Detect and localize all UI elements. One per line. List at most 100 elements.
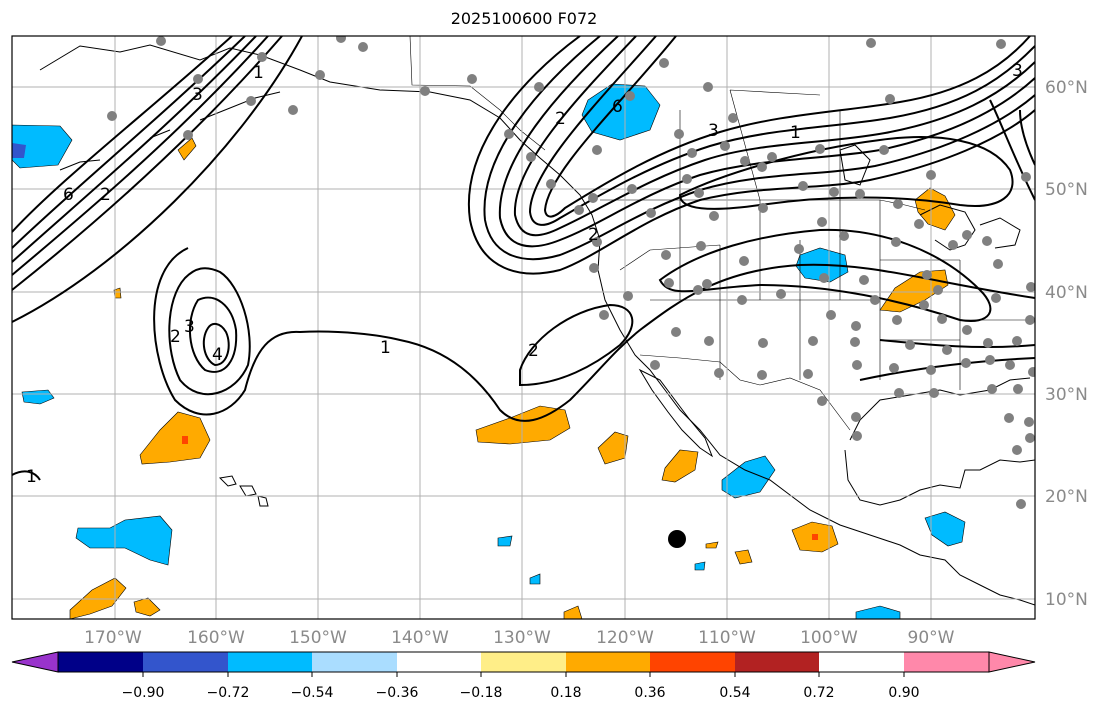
shade-orange-hawaii: [139, 411, 211, 465]
colorbar-bin: [735, 652, 819, 672]
contour-low-2: [188, 296, 238, 373]
colorbar-tick-label: −0.18: [460, 685, 503, 701]
latitude-labels: 60°N 50°N 40°N 30°N 20°N 10°N: [1045, 78, 1088, 610]
lat-label: 60°N: [1045, 78, 1088, 98]
map-title: 2025100600 F072: [450, 9, 598, 28]
contour-label: 2: [528, 341, 539, 361]
contour-sw-small: [12, 470, 41, 481]
contour-label: 3: [708, 121, 719, 141]
shade-cyan-mexico: [721, 455, 776, 499]
contour-east-2: [859, 357, 1035, 381]
contour-east-1: [879, 339, 1035, 349]
colorbar-tick-label: 0.18: [550, 685, 581, 701]
gulf-mexico-coast: [844, 377, 1035, 506]
contour-label: 3: [184, 317, 195, 337]
contour-nw-1: [12, 36, 233, 233]
contour-label: 6: [612, 97, 623, 117]
colorbar-tick-label: −0.54: [291, 685, 334, 701]
lon-label: 150°W: [289, 628, 347, 648]
contour-nw-5: [12, 36, 283, 291]
colorbar-tick-label: 0.90: [888, 685, 919, 701]
colorbar-bin: [566, 652, 650, 672]
contour-label-group: 1 1 1 1 2 2 2 2 2 3 3 3 3 4 6 6: [26, 61, 1023, 487]
colorbar-tick-label: 0.36: [634, 685, 665, 701]
contour-low-3: [202, 322, 230, 367]
shade-blue-nw: [12, 143, 26, 158]
contour-jet-5: [528, 36, 1035, 226]
colorbar-bin: [143, 652, 228, 672]
lon-label: 110°W: [698, 628, 756, 648]
shade-orange-s-3: [705, 541, 719, 549]
contour-low-1: [168, 267, 251, 396]
shade-cyan-small-3: [694, 561, 706, 571]
shade-cyan-central-america: [924, 511, 966, 547]
colorbar-tick-label: 0.54: [719, 685, 750, 701]
contour-ne-2: [1019, 109, 1035, 166]
state-lines: [619, 200, 1035, 390]
alaska-coast: [39, 44, 1035, 606]
colorbar-tick-label: −0.90: [122, 685, 165, 701]
contour-nw-4: [12, 36, 269, 276]
colorbar: −0.90 −0.72 −0.54 −0.36 −0.18 0.18 0.36 0.54 0.7…: [11, 651, 1036, 701]
great-lakes: [919, 204, 1021, 251]
colorbar-bin: [904, 652, 989, 672]
shade-red-hawaii: [182, 436, 188, 444]
shade-orange-baja: [597, 431, 629, 465]
contour-label: 2: [100, 185, 111, 205]
shade-cyan-pacific-sw: [75, 515, 173, 566]
contour-label: 2: [170, 327, 181, 347]
lon-label: 100°W: [800, 628, 858, 648]
contour-label: 3: [1012, 61, 1023, 81]
contour-nw-2: [12, 36, 246, 249]
province-lines: [679, 89, 841, 201]
contour-low-outer: [153, 247, 1035, 422]
colorbar-bin: [650, 652, 735, 672]
colorbar-outline: [11, 651, 1036, 673]
colorbar-tick-label: −0.36: [376, 685, 419, 701]
colorbar-extend-high: [989, 652, 1035, 672]
canada-us-border: [600, 199, 926, 211]
contour-nw-6: [12, 36, 303, 323]
contour-jet-3: [498, 36, 1035, 248]
colorbar-tick-label: −0.72: [207, 685, 250, 701]
contour-label: 6: [63, 185, 74, 205]
colorbar-bin: [312, 652, 397, 672]
shade-cyan-s: [855, 605, 901, 619]
colorbar-bin: [397, 652, 481, 672]
lon-label: 120°W: [596, 628, 654, 648]
featured-station-marker[interactable]: [668, 530, 686, 548]
us-mexico-border: [639, 354, 851, 431]
lat-lon-grid: [12, 36, 1035, 619]
station-markers: [107, 36, 1035, 509]
contour-jet-4: [513, 36, 1035, 237]
contour-label: 1: [253, 63, 264, 83]
colorbar-tick-label: 0.72: [803, 685, 834, 701]
colorbar-bin: [228, 652, 312, 672]
map-frame: [11, 35, 1036, 620]
contour-label: 2: [588, 225, 599, 245]
contour-label: 1: [790, 123, 801, 143]
lon-label: 140°W: [391, 628, 449, 648]
contour-pac-loop: [519, 303, 634, 387]
political-borders: [409, 36, 1035, 431]
hawaii-islands: [218, 475, 269, 507]
shade-cyan-small-1: [497, 535, 513, 547]
lat-label: 20°N: [1045, 487, 1088, 507]
longitude-labels: 170°W 160°W 150°W 140°W 130°W 120°W 110°…: [84, 628, 955, 648]
contour-label: 1: [26, 467, 37, 487]
hudson-bay-coast: [839, 144, 871, 186]
lon-label: 90°W: [908, 628, 955, 648]
shade-orange-s-1: [563, 605, 583, 619]
contour-ne-1: [989, 99, 1035, 201]
lon-label: 170°W: [84, 628, 142, 648]
colorbar-extend-low: [12, 652, 58, 672]
lon-label: 160°W: [187, 628, 245, 648]
lat-label: 30°N: [1045, 385, 1088, 405]
shade-orange-alaska: [177, 137, 197, 161]
contour-interior-1: [658, 228, 992, 322]
lat-label: 10°N: [1045, 590, 1088, 610]
baja-peninsula: [638, 368, 714, 458]
shade-cyan-small-2: [529, 573, 541, 585]
shade-cyan-nw: [12, 124, 73, 169]
contour-jet-6: [543, 36, 1031, 218]
